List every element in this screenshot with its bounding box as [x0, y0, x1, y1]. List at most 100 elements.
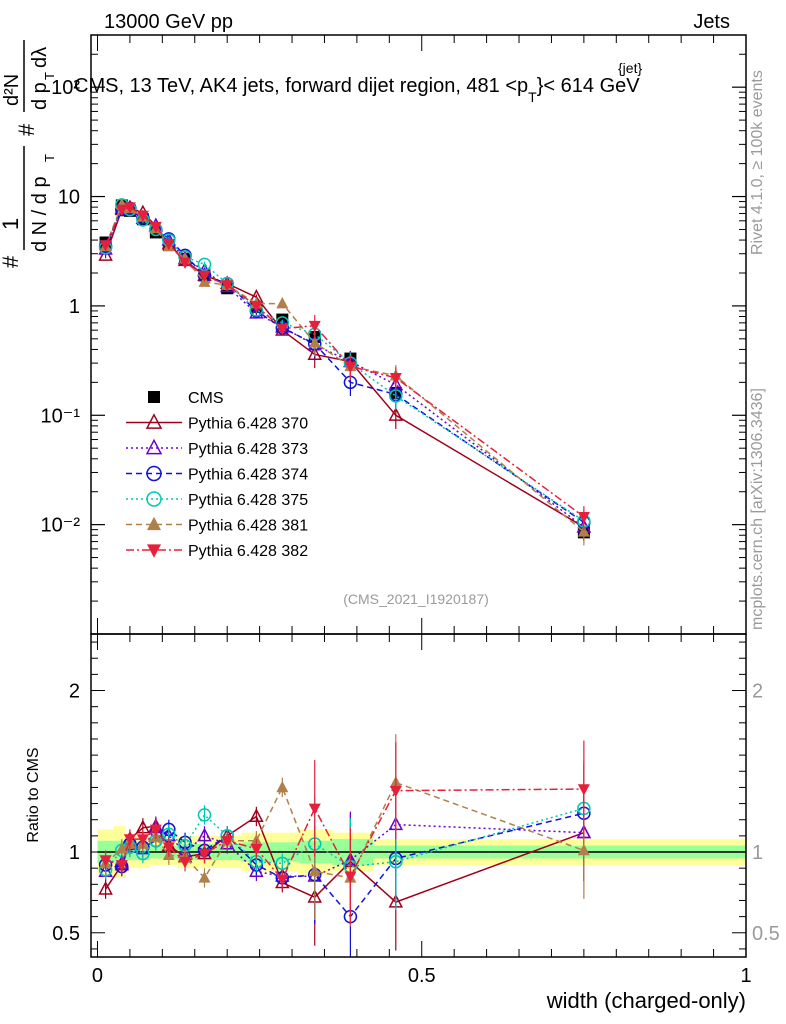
- legend-marker: [145, 413, 163, 429]
- ratio-point: [249, 808, 264, 823]
- ratio-y-tick-label: 1: [69, 842, 80, 864]
- legend-item: Pythia 6.428 381: [126, 516, 308, 535]
- ratio-point: [115, 842, 128, 854]
- legend-item: CMS: [148, 390, 224, 407]
- legend-marker: [145, 438, 163, 455]
- y-label-one: 1: [0, 218, 23, 230]
- y-label-t2: T: [42, 72, 57, 80]
- data-point: [276, 296, 289, 309]
- plot-title: CMS, 13 TeV, AK4 jets, forward dijet reg…: [74, 75, 640, 105]
- series-line: [104, 207, 585, 528]
- data-point: [344, 361, 357, 373]
- data-point: [123, 202, 136, 214]
- x-tick-label: 1: [740, 965, 751, 987]
- ratio-point: [99, 855, 112, 867]
- data-point: [577, 525, 590, 537]
- ratio-y-axis-label: Ratio to CMS: [25, 747, 42, 842]
- y-label-dl: dλ: [29, 47, 51, 68]
- plot-title-tail: }< 614 GeV: [537, 75, 641, 97]
- data-point: [162, 238, 175, 251]
- y-label-dn: d N / d p: [29, 176, 51, 252]
- ratio-point: [577, 784, 590, 796]
- data-point: [308, 336, 321, 348]
- rivet-label: Rivet 4.1.0, ≥ 100k events: [749, 70, 766, 255]
- data-point: [99, 240, 112, 252]
- ratio-point: [308, 803, 321, 816]
- ratio-point: [123, 834, 136, 846]
- ratio-series-pythia-6-428-382: [99, 740, 590, 925]
- y-tick-label: 10²: [51, 77, 80, 99]
- legend-label: CMS: [188, 390, 224, 407]
- ratio-point: [275, 856, 290, 871]
- analysis-id: (CMS_2021_I1920187): [343, 591, 489, 607]
- plot-title-sub: T: [528, 89, 537, 105]
- x-tick-label: 0.5: [408, 965, 436, 987]
- y-label-hash-1: #: [0, 255, 23, 268]
- main-y-axis-label: # 1 d N / d p T # d²N d p T dλ: [0, 40, 57, 268]
- ratio-y-tick-label-right: 1: [752, 842, 763, 864]
- ratio-point: [115, 860, 128, 872]
- legend-marker: [146, 465, 162, 482]
- ratio-point: [197, 808, 212, 822]
- x-axis-label: width (charged-only): [546, 988, 746, 1013]
- ratio-y-tick-label-right: 2: [752, 681, 763, 703]
- y-label-hash-2: #: [14, 123, 39, 136]
- y-label-t1: T: [42, 154, 57, 162]
- ratio-point: [197, 827, 212, 842]
- series-pythia-6-428-373: [98, 200, 592, 541]
- ratio-point: [149, 824, 162, 837]
- data-point: [308, 320, 321, 333]
- data-point: [149, 221, 162, 234]
- data-point: [179, 257, 192, 269]
- y-tick-label: 10⁻²: [41, 515, 81, 537]
- legend-marker: [146, 491, 162, 507]
- legend-marker: [148, 391, 160, 403]
- main-panel: 10⁻² 10⁻¹ 1 10 10²: [41, 34, 747, 957]
- data-point: [197, 257, 212, 272]
- ratio-point: [198, 871, 211, 883]
- ratio-point: [276, 780, 289, 793]
- legend-item: Pythia 6.428 375: [126, 491, 308, 509]
- data-point: [198, 270, 211, 283]
- ratio-y-tick-label: 2: [69, 681, 80, 703]
- ratio-line: [105, 788, 584, 881]
- data-point: [389, 373, 402, 385]
- data-point: [577, 511, 590, 524]
- legend-label: Pythia 6.428 374: [188, 467, 308, 484]
- ratio-line: [105, 812, 585, 918]
- data-point: [250, 301, 263, 313]
- ratio-point: [389, 854, 403, 869]
- energy-label: 13000 GeV pp: [104, 11, 233, 33]
- legend-marker: [147, 516, 161, 531]
- ratio-panel: 0 0.5 10.5 0.51 12 2: [52, 633, 780, 987]
- mcplots-label: mcplots.cern.ch [arXiv:1306.3436]: [749, 388, 766, 630]
- plot-title-main: CMS, 13 TeV, AK4 jets, forward dijet reg…: [74, 75, 528, 97]
- data-point: [307, 346, 322, 360]
- legend-label: Pythia 6.428 370: [188, 416, 308, 433]
- legend-marker: [147, 544, 161, 558]
- data-point: [276, 323, 289, 336]
- legend-item: Pythia 6.428 373: [126, 438, 308, 458]
- plot-title-sup: {jet}: [618, 60, 642, 76]
- ratio-point: [250, 843, 263, 856]
- legend-label: Pythia 6.428 382: [188, 543, 308, 560]
- ratio-point: [179, 856, 192, 869]
- data-point: [136, 210, 149, 223]
- ratio-y-tick-label: 0.5: [52, 923, 80, 945]
- category-label: Jets: [693, 11, 730, 33]
- ratio-point: [136, 834, 149, 846]
- y-tick-label: 10: [58, 187, 80, 209]
- ratio-point: [389, 785, 402, 798]
- y-label-dpt: d p: [29, 82, 51, 110]
- ratio-frame: [90, 633, 747, 958]
- y-tick-label: 10⁻¹: [41, 405, 81, 427]
- ratio-y-tick-label-right: 0.5: [752, 923, 780, 945]
- x-tick-label: 0: [92, 965, 103, 987]
- legend-label: Pythia 6.428 381: [188, 518, 308, 535]
- legend-item: Pythia 6.428 382: [126, 543, 308, 560]
- data-point: [221, 280, 234, 292]
- ratio-point: [198, 848, 211, 861]
- legend-label: Pythia 6.428 375: [188, 492, 308, 509]
- ratio-point: [344, 871, 357, 883]
